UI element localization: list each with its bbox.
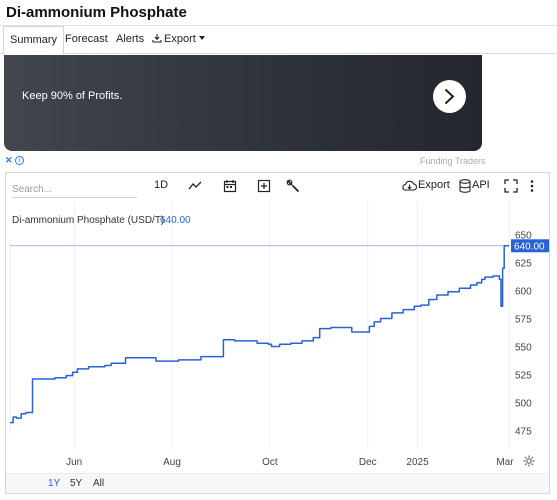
y-tick-label: 500 [515, 398, 532, 409]
ad-banner[interactable]: Keep 90% of Profits. [4, 55, 482, 151]
last-value-tag [511, 239, 549, 253]
api-button[interactable]: API [472, 179, 490, 191]
tab-export[interactable]: Export [146, 26, 211, 54]
export-button[interactable]: Export [418, 179, 450, 191]
range-1y-button[interactable]: 1Y [48, 478, 61, 489]
tab-summary[interactable]: Summary [3, 26, 65, 55]
chart-search-input[interactable] [12, 181, 137, 198]
x-tick-label: Oct [262, 457, 278, 468]
page-title: Di-ammonium Phosphate [6, 4, 187, 21]
settings-wrench-icon[interactable] [285, 178, 301, 194]
ad-info-icon[interactable]: i [15, 156, 24, 165]
fullscreen-icon[interactable] [503, 178, 519, 194]
y-tick-label: 475 [515, 426, 532, 437]
tab-export-label: Export [164, 33, 196, 45]
y-tick-label: 650 [515, 231, 532, 242]
x-tick-label: 2025 [406, 457, 429, 468]
chart-panel: 1D Export API Di-ammonium Phosphate (USD… [5, 172, 550, 494]
y-tick-label: 550 [515, 343, 532, 354]
interval-button[interactable]: 1D [154, 179, 169, 191]
y-tick-label: 625 [515, 259, 532, 270]
x-tick-label: Jun [66, 457, 82, 468]
chart-toolbar: 1D Export API [6, 173, 549, 201]
tab-forecast[interactable]: Forecast [59, 26, 114, 54]
price-chart[interactable]: Di-ammonium Phosphate (USD/T) 640.00 475… [6, 201, 549, 473]
ad-next-button[interactable] [433, 80, 466, 113]
chart-last-value: 640.00 [160, 215, 191, 226]
ad-choices: ✕ i [5, 156, 25, 166]
chart-title: Di-ammonium Phosphate (USD/T) [12, 215, 164, 226]
y-tick-label: 525 [515, 370, 532, 381]
last-value-tag-label: 640.00 [514, 241, 545, 252]
y-tick-label: 600 [515, 287, 532, 298]
range-5y-button[interactable]: 5Y [70, 478, 83, 489]
x-tick-label: Dec [359, 457, 377, 468]
line-chart-icon[interactable] [187, 178, 203, 194]
ad-close-icon[interactable]: ✕ [5, 155, 13, 165]
cloud-download-icon[interactable] [401, 178, 418, 194]
y-tick-label: 575 [515, 315, 532, 326]
range-selector: 1Y 5Y All [6, 473, 549, 493]
tab-alerts[interactable]: Alerts [110, 26, 150, 54]
tab-bar: Summary Forecast Alerts Export [0, 25, 557, 55]
download-icon [152, 34, 162, 43]
chevron-right-icon [445, 89, 455, 104]
calendar-icon[interactable] [222, 178, 238, 194]
ad-sponsor: Funding Traders [420, 156, 486, 166]
add-icon[interactable] [256, 178, 272, 194]
chart-settings-gear-icon[interactable] [523, 455, 535, 467]
ad-text: Keep 90% of Profits. [22, 90, 123, 102]
x-tick-label: Mar [496, 457, 514, 468]
price-series-line [10, 245, 509, 424]
tab-alerts-label: Alerts [116, 33, 145, 45]
range-all-button[interactable]: All [93, 478, 105, 489]
tab-summary-label: Summary [10, 34, 58, 46]
database-icon[interactable] [458, 178, 472, 194]
tab-forecast-label: Forecast [65, 33, 108, 45]
more-vertical-icon[interactable] [528, 178, 536, 194]
x-tick-label: Aug [163, 457, 181, 468]
chevron-down-icon [198, 36, 205, 40]
